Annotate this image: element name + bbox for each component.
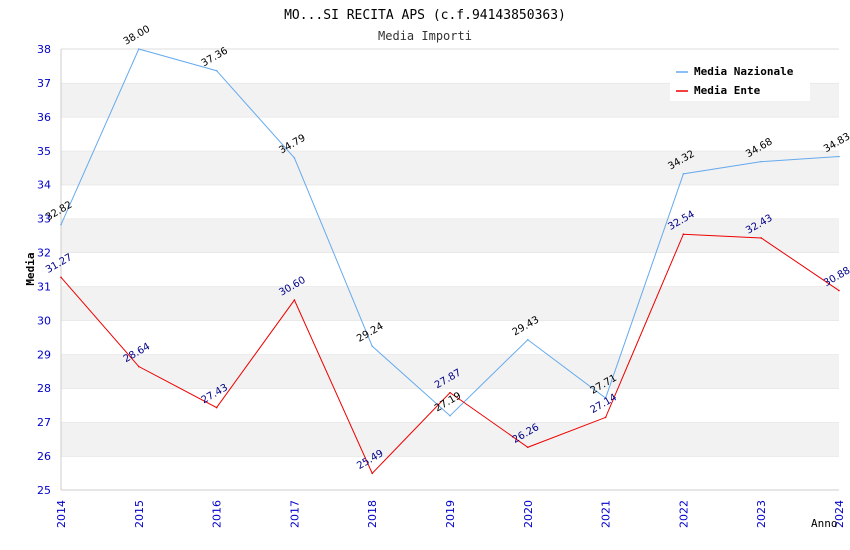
data-point-media-ente	[527, 446, 529, 449]
data-point-media-nazionale	[604, 397, 607, 399]
chart-title: MO...SI RECITA APS (c.f.94143850363)	[284, 8, 566, 23]
x-axis-label: Anno	[811, 517, 838, 530]
data-point-media-nazionale	[371, 345, 374, 347]
x-tick-label: 2020	[522, 500, 535, 528]
data-point-media-ente	[60, 276, 62, 279]
y-tick-label: 28	[37, 382, 51, 395]
chart-subtitle: Media Importi	[378, 29, 472, 43]
data-point-media-ente	[604, 416, 607, 419]
axes	[60, 49, 839, 491]
grid-band	[61, 320, 839, 355]
data-point-media-nazionale	[760, 160, 762, 163]
x-tick-label: 2023	[755, 500, 768, 528]
data-label-media-nazionale: 38.00	[122, 24, 152, 48]
grid-band	[61, 354, 839, 389]
y-tick-label: 25	[37, 484, 51, 497]
legend-label-media-ente: Media Ente	[694, 84, 761, 97]
legend: Media Nazionale Media Ente	[670, 60, 810, 101]
y-tick-label: 32	[37, 247, 51, 260]
series-lines	[60, 48, 840, 475]
data-point-media-nazionale	[60, 223, 62, 226]
grid-band	[61, 116, 839, 151]
y-tick-label: 34	[37, 179, 51, 192]
legend-label-media-nazionale: Media Nazionale	[694, 65, 794, 78]
data-point-media-ente	[371, 472, 374, 475]
x-tick-label: 2015	[133, 500, 146, 528]
x-tick-label: 2014	[55, 500, 68, 528]
x-tick-label: 2019	[444, 500, 457, 528]
data-point-media-ente	[293, 299, 296, 301]
grid-band	[61, 252, 839, 287]
data-point-media-ente	[138, 365, 140, 368]
y-tick-label: 35	[37, 145, 51, 158]
x-tick-label: 2021	[600, 500, 613, 528]
grid-band	[61, 184, 839, 219]
data-point-media-nazionale	[215, 69, 218, 72]
legend-box	[670, 60, 810, 101]
x-tick-label: 2016	[211, 500, 224, 528]
data-point-media-ente	[215, 406, 218, 409]
y-tick-label: 31	[37, 280, 51, 293]
data-point-media-ente	[760, 237, 762, 239]
grid-band	[61, 218, 839, 253]
x-tick-label: 2017	[288, 500, 301, 528]
y-tick-label: 36	[37, 111, 51, 124]
data-point-media-nazionale	[449, 414, 451, 417]
y-tick-label: 33	[37, 213, 51, 226]
data-point-media-nazionale	[293, 157, 296, 159]
data-point-media-nazionale	[527, 338, 529, 341]
grid-bands	[61, 48, 839, 490]
x-tick-label: 2022	[677, 500, 690, 528]
data-point-media-nazionale	[138, 48, 140, 50]
y-tick-label: 27	[37, 416, 51, 429]
x-tick-label: 2024	[833, 500, 846, 528]
x-tick-label: 2018	[366, 500, 379, 528]
data-point-media-nazionale	[838, 155, 840, 158]
grid-band	[61, 286, 839, 321]
data-point-media-ente	[682, 233, 685, 236]
y-axis-label: Media	[24, 252, 37, 285]
y-tick-label: 30	[37, 314, 51, 327]
data-point-media-nazionale	[682, 173, 685, 175]
grid-band	[61, 456, 839, 490]
y-tick-label: 37	[37, 77, 51, 90]
data-point-media-ente	[449, 391, 451, 394]
y-tick-label: 38	[37, 43, 51, 56]
y-axis-ticks: 25 26 27 28 29 30 31 32 33 34 35 36 37 38	[37, 43, 51, 497]
x-axis-ticks: 2014 2015 2016 2017 2018 2019 2020 2021 2022 2023…	[55, 500, 846, 528]
y-tick-label: 26	[37, 450, 51, 463]
grid-band	[61, 150, 839, 185]
grid-band	[61, 422, 839, 457]
data-point-media-ente	[838, 289, 840, 292]
y-tick-label: 29	[37, 348, 51, 361]
